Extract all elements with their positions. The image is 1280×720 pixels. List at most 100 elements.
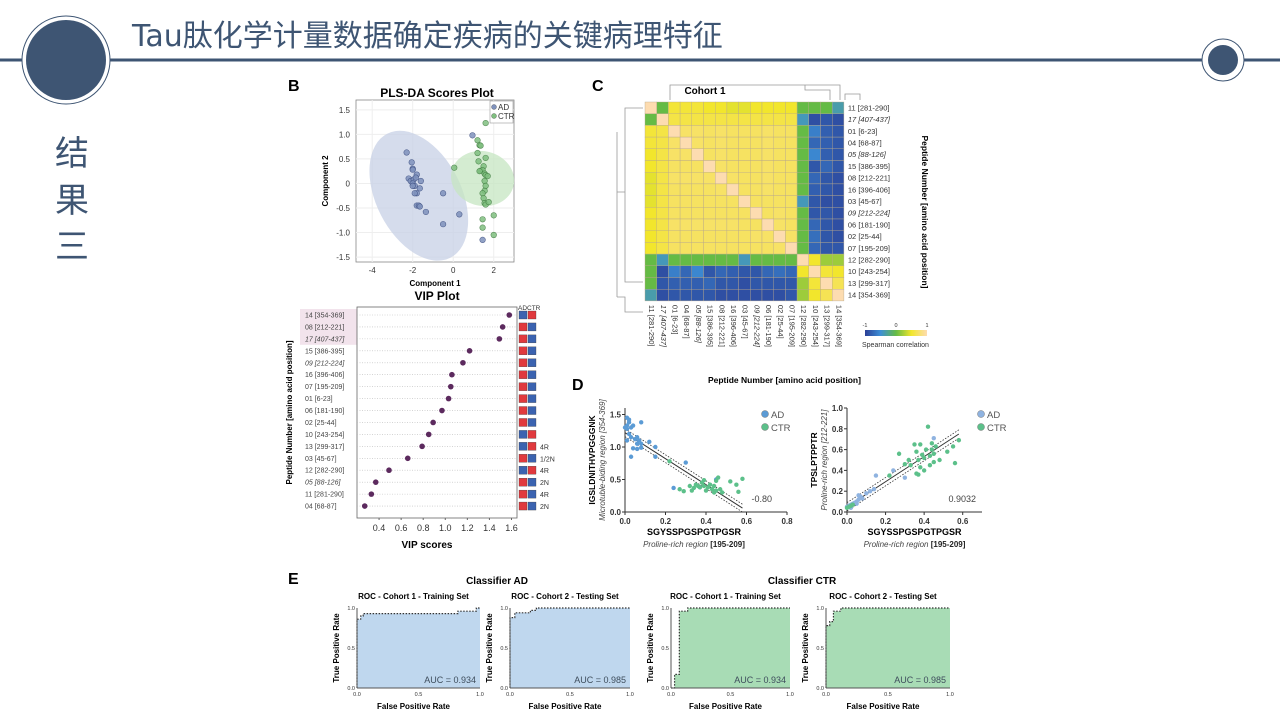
heatmap-cell bbox=[750, 277, 763, 290]
heatmap-cell bbox=[773, 207, 786, 220]
legend-label-ad: AD bbox=[987, 410, 1000, 421]
y-axis-label: True Positive Rate bbox=[332, 613, 341, 683]
heatmap-cell bbox=[773, 230, 786, 243]
heatmap-cell bbox=[679, 230, 692, 243]
heat-cell-ctr bbox=[527, 322, 537, 332]
heatmap-cell bbox=[726, 195, 739, 208]
data-point-ctr bbox=[937, 457, 942, 463]
heatmap-cell bbox=[796, 113, 809, 126]
vip-point bbox=[449, 371, 455, 378]
heatmap-cell bbox=[738, 207, 751, 220]
colorbar-tick: 0 bbox=[894, 323, 897, 329]
heat-cell-ad bbox=[518, 418, 528, 427]
heatmap-cell bbox=[761, 218, 774, 231]
column-label: 04 [68-87] bbox=[682, 305, 691, 339]
y-tick-label: 0.5 bbox=[610, 476, 622, 485]
heatmap-cell bbox=[773, 136, 786, 150]
heatmap-cell bbox=[796, 125, 809, 138]
slide-title: Tau肽化学计量数据确定疾病的关键病理特征 bbox=[131, 19, 723, 54]
data-point-ctr bbox=[887, 473, 892, 478]
y-tick-label: -1.0 bbox=[336, 229, 350, 238]
heatmap-cell bbox=[750, 160, 763, 173]
isoform-annotation: 4R bbox=[540, 444, 549, 451]
heatmap-cell bbox=[750, 242, 763, 255]
x-tick-label: 0.6 bbox=[957, 517, 969, 526]
roc-curve bbox=[509, 607, 630, 688]
data-point-ad bbox=[639, 445, 644, 450]
y-tick-label: 0.0 bbox=[347, 686, 355, 692]
x-axis-label: Peptide Number [amino acid position] bbox=[708, 375, 861, 385]
column-label: 02 [25-44] bbox=[776, 305, 785, 339]
heatmap-cell bbox=[668, 253, 681, 267]
data-point-ctr bbox=[728, 479, 733, 484]
data-point-ad bbox=[864, 491, 869, 496]
data-point-ctr bbox=[490, 231, 497, 239]
heatmap-cell bbox=[750, 207, 763, 220]
y-axis-label: True Positive Rate bbox=[646, 613, 655, 683]
group-title-ad: Classifier AD bbox=[466, 576, 528, 587]
y-tick-label: 1.0 bbox=[339, 130, 351, 139]
x-tick-label: -4 bbox=[369, 266, 377, 275]
heatmap-cell bbox=[773, 277, 786, 290]
heatmap-cell bbox=[796, 183, 809, 196]
heatmap-cell bbox=[832, 183, 845, 196]
roc-area bbox=[671, 608, 790, 688]
row-label: 02 [25-44] bbox=[848, 232, 882, 241]
isoform-annotation: 2N bbox=[540, 480, 549, 487]
data-point-ad bbox=[624, 426, 630, 431]
vip-point bbox=[425, 431, 432, 438]
data-point-ctr bbox=[482, 119, 489, 127]
data-point-ad bbox=[416, 203, 423, 210]
y-axis-label: True Positive Rate bbox=[801, 613, 810, 683]
x-tick-label: 0.5 bbox=[415, 692, 423, 698]
roc-title: ROC - Cohort 2 - Testing Set bbox=[829, 592, 937, 601]
heatmap-cell bbox=[703, 136, 716, 150]
y-tick-label: 1.0 bbox=[500, 606, 508, 612]
heatmap-cell bbox=[750, 148, 763, 161]
heatmap-cell bbox=[644, 218, 657, 231]
heat-cell-ctr bbox=[527, 346, 537, 355]
heatmap-cell bbox=[703, 195, 716, 208]
row-label: 05 [88-126] bbox=[848, 150, 887, 159]
data-point-ad bbox=[630, 423, 636, 428]
heatmap-cell bbox=[679, 265, 692, 278]
data-point-ctr bbox=[479, 224, 486, 231]
vip-point bbox=[386, 467, 392, 474]
column-label: 12 [282-290] bbox=[799, 305, 808, 347]
legend-marker-ad bbox=[977, 410, 985, 418]
heatmap-cell bbox=[668, 160, 681, 173]
confidence-ellipse-ctr bbox=[451, 150, 515, 207]
heatmap-cell bbox=[715, 148, 728, 161]
column-label: 10 [243-254] bbox=[811, 305, 820, 347]
vip-point bbox=[372, 479, 379, 485]
y-tick-label: 0.0 bbox=[610, 508, 622, 517]
data-point-ctr bbox=[490, 212, 497, 219]
heatmap-cell bbox=[656, 218, 669, 231]
heat-cell-ad bbox=[518, 406, 528, 415]
y-axis-sublabel: Proline-rich region [212-221] bbox=[820, 409, 829, 511]
y-tick-label: 0.5 bbox=[816, 646, 824, 652]
heatmap-cell bbox=[691, 136, 704, 150]
heatmap-cell bbox=[832, 207, 845, 220]
auc-label: AUC = 0.985 bbox=[894, 675, 946, 685]
heatmap-cell bbox=[796, 253, 809, 267]
heatmap-cell bbox=[703, 171, 716, 185]
data-point-ctr bbox=[740, 476, 745, 482]
heatmap-cell bbox=[808, 230, 821, 243]
heatmap-cell bbox=[656, 277, 669, 290]
data-point-ctr bbox=[485, 199, 492, 206]
category-label: 02 [25-44] bbox=[305, 420, 337, 427]
heat-cell-ad bbox=[518, 334, 528, 344]
x-axis-sublabel-region: Proline-rich region bbox=[643, 540, 710, 549]
heatmap-cell bbox=[656, 265, 669, 278]
heatmap-cell bbox=[808, 218, 821, 231]
heatmap-cell bbox=[785, 113, 798, 126]
heat-cell-ad bbox=[518, 358, 528, 367]
heatmap-cell bbox=[808, 136, 821, 150]
heatmap-cell bbox=[703, 148, 716, 161]
colorbar-tick: 1 bbox=[925, 323, 928, 329]
heatmap-cell bbox=[785, 253, 798, 267]
heatmap-cell bbox=[679, 148, 692, 161]
x-tick-label: 1.6 bbox=[505, 523, 518, 533]
vip-point bbox=[361, 503, 368, 509]
